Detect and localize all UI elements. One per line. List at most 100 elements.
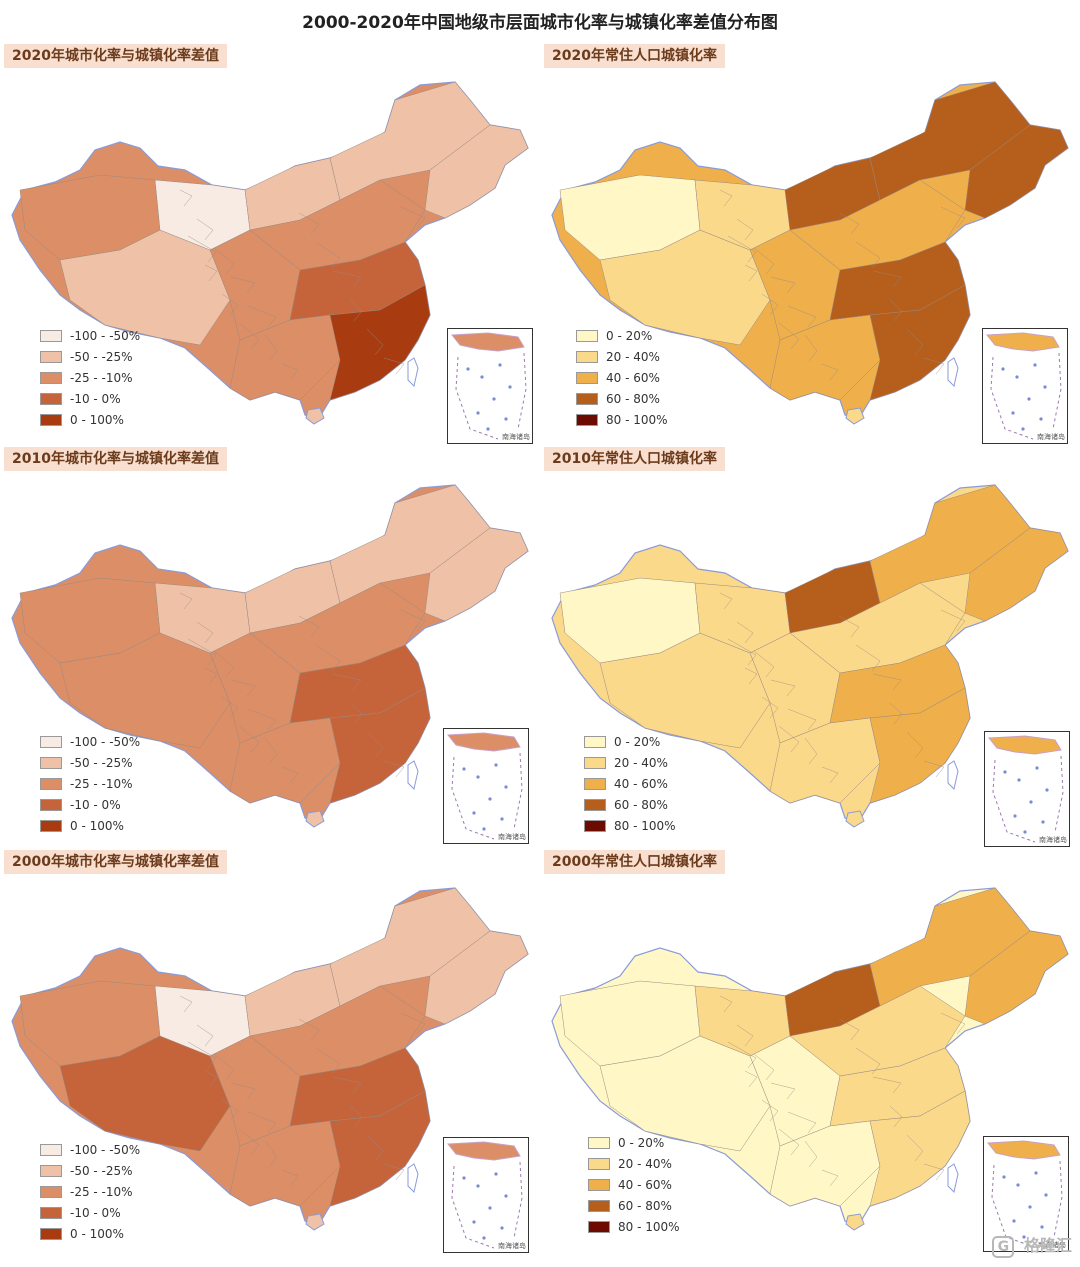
map-panel-urb-2020: 2020年常住人口城镇化率 0 - 20% 20 - 40% 40 - 60% 60 -…: [540, 44, 1075, 444]
legend-swatch: [40, 393, 62, 405]
map-legend: 0 - 20% 20 - 40% 40 - 60% 60 - 80% 80 - 100%: [576, 328, 706, 428]
city-boundary: [727, 638, 757, 666]
gelonghui-logo-icon: G: [992, 1235, 1015, 1258]
city-boundary: [889, 1105, 903, 1128]
legend-label: 80 - 100%: [618, 1220, 680, 1234]
city-boundary: [804, 737, 818, 765]
map-legend: 0 - 20% 20 - 40% 40 - 60% 60 - 80% 80 - 100%: [584, 734, 714, 834]
legend-swatch: [588, 1158, 610, 1170]
city-boundary: [761, 293, 779, 316]
inset-map: [451, 332, 527, 440]
city-boundary: [753, 1053, 775, 1081]
inset-coast: [447, 732, 521, 752]
legend-swatch: [40, 1144, 62, 1156]
city-boundary: [383, 357, 405, 375]
china-map: [11, 484, 529, 828]
city-boundary: [923, 760, 945, 778]
taiwan-island: [407, 760, 419, 790]
legend-swatch: [588, 1179, 610, 1191]
city-boundary: [230, 679, 256, 697]
legend-swatch: [576, 414, 598, 426]
legend-label: -100 - -50%: [70, 1143, 141, 1157]
city-boundary: [349, 299, 363, 322]
city-boundary: [366, 328, 384, 356]
legend-swatch: [40, 1186, 62, 1198]
legend-swatch: [584, 736, 606, 748]
map-legend: -100 - -50% -50 - -25% -25 - -10% -10 - 0% 0…: [40, 328, 170, 428]
city-boundary: [821, 1169, 839, 1187]
legend-label: -25 - -10%: [70, 1185, 133, 1199]
city-boundary: [727, 1041, 757, 1069]
legend-label: 60 - 80%: [614, 798, 668, 812]
city-boundary: [230, 276, 256, 294]
island-dot: [1033, 363, 1037, 367]
taiwan-island: [407, 357, 419, 387]
city-boundary: [906, 1134, 924, 1162]
map-region: [59, 229, 231, 346]
inset-map: [988, 735, 1064, 843]
legend-label: 0 - 100%: [70, 1227, 124, 1241]
south-china-sea-inset-icon: 南海诸岛: [447, 328, 533, 444]
island-dot: [508, 385, 512, 389]
city-boundary: [383, 1163, 405, 1181]
island-dot: [1002, 1175, 1006, 1179]
watermark-text: 格隆汇: [1023, 1236, 1072, 1255]
island-dot: [488, 1206, 492, 1210]
hainan-island: [845, 407, 865, 425]
island-dot: [462, 1176, 466, 1180]
legend-swatch: [40, 414, 62, 426]
legend-label: 40 - 60%: [614, 777, 668, 791]
island-dot: [1023, 830, 1027, 834]
city-boundary: [778, 322, 800, 350]
island-dot: [1012, 1219, 1016, 1223]
map-region: [769, 1120, 881, 1207]
inset-map: [986, 332, 1062, 440]
map-region: [599, 632, 771, 749]
map-legend: -100 - -50% -50 - -25% -25 - -10% -10 - 0% 0…: [40, 734, 170, 834]
map-region: [329, 1090, 431, 1207]
map-region: [964, 527, 1069, 622]
inset-map: [987, 1140, 1063, 1248]
city-boundary: [770, 679, 796, 697]
island-dot: [1039, 417, 1043, 421]
city-boundary: [889, 702, 903, 725]
legend-label: -25 - -10%: [70, 777, 133, 791]
city-boundary: [727, 235, 757, 263]
hainan-island: [305, 810, 325, 828]
city-boundary: [744, 264, 758, 282]
city-boundary: [264, 334, 278, 362]
island-dot: [462, 767, 466, 771]
legend-label: 0 - 20%: [618, 1136, 665, 1150]
inset-label: 南海诸岛: [1039, 836, 1067, 844]
city-boundary: [855, 241, 881, 269]
city-boundary: [332, 270, 362, 288]
city-boundary: [770, 1082, 796, 1100]
city-boundary: [383, 760, 405, 778]
map-region: [964, 930, 1069, 1025]
city-boundary: [889, 299, 903, 322]
city-boundary: [923, 1163, 945, 1181]
city-boundary: [940, 206, 966, 229]
map-region: [329, 284, 431, 401]
island-dot: [466, 367, 470, 371]
island-dot: [504, 1194, 508, 1198]
legend-swatch: [40, 820, 62, 832]
map-region: [424, 124, 529, 219]
city-boundary: [778, 1128, 800, 1156]
legend-swatch: [588, 1137, 610, 1149]
china-map: [11, 887, 529, 1231]
legend-label: 80 - 100%: [606, 413, 668, 427]
legend-label: -10 - 0%: [70, 392, 121, 406]
nine-dash-line: [990, 352, 1062, 440]
legend-label: 20 - 40%: [618, 1157, 672, 1171]
city-boundary: [196, 621, 214, 644]
city-boundary: [940, 1012, 966, 1035]
city-boundary: [349, 1105, 363, 1128]
city-boundary: [187, 1041, 217, 1069]
city-boundary: [187, 638, 217, 666]
island-dot: [494, 763, 498, 767]
island-dot: [1041, 820, 1045, 824]
city-boundary: [179, 995, 193, 1013]
legend-swatch: [40, 736, 62, 748]
island-dot: [1040, 1225, 1044, 1229]
